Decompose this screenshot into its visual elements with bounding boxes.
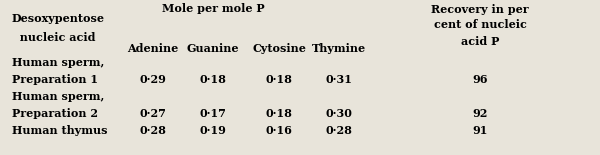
Text: 0·17: 0·17: [200, 108, 226, 119]
Text: Preparation 1: Preparation 1: [12, 74, 98, 84]
Text: cent of nucleic: cent of nucleic: [434, 19, 526, 29]
Text: Cytosine: Cytosine: [252, 43, 306, 53]
Text: 0·19: 0·19: [200, 126, 226, 136]
Text: Thymine: Thymine: [312, 43, 366, 53]
Text: 0·18: 0·18: [266, 74, 292, 84]
Text: 0·27: 0·27: [140, 108, 166, 119]
Text: Desoxypentose: Desoxypentose: [12, 13, 105, 24]
Text: 0·16: 0·16: [266, 126, 292, 136]
Text: Preparation 2: Preparation 2: [12, 108, 98, 119]
Text: acid P: acid P: [461, 36, 499, 47]
Text: Human sperm,: Human sperm,: [12, 91, 104, 102]
Text: Recovery in per: Recovery in per: [431, 4, 529, 15]
Text: Human thymus: Human thymus: [12, 126, 107, 136]
Text: 0·30: 0·30: [326, 108, 352, 119]
Text: 0·18: 0·18: [266, 108, 292, 119]
Text: Adenine: Adenine: [127, 43, 179, 53]
Text: Human sperm,: Human sperm,: [12, 57, 104, 67]
Text: 96: 96: [472, 74, 488, 84]
Text: Mole per mole P: Mole per mole P: [161, 3, 265, 14]
Text: 0·18: 0·18: [200, 74, 226, 84]
Text: nucleic acid: nucleic acid: [12, 32, 95, 43]
Text: 0·31: 0·31: [326, 74, 352, 84]
Text: Guanine: Guanine: [187, 43, 239, 53]
Text: 0·29: 0·29: [140, 74, 166, 84]
Text: 91: 91: [472, 126, 488, 136]
Text: 0·28: 0·28: [326, 126, 352, 136]
Text: 92: 92: [472, 108, 488, 119]
Text: 0·28: 0·28: [140, 126, 166, 136]
